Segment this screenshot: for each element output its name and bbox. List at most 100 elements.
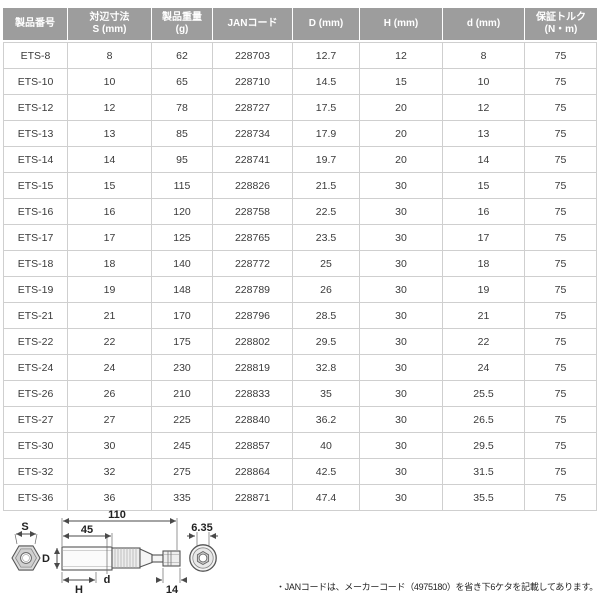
dim-label-110: 110 xyxy=(108,509,126,521)
table-cell: 30 xyxy=(360,407,443,433)
table-cell: 95 xyxy=(152,147,213,173)
table-cell: 21 xyxy=(68,303,152,329)
table-cell: 75 xyxy=(525,303,597,329)
table-cell: 75 xyxy=(525,199,597,225)
col-header-product-number: 製品番号 xyxy=(3,8,68,42)
table-cell: 15 xyxy=(443,173,525,199)
table-cell: 228802 xyxy=(213,329,293,355)
table-row: ETS-16 16 120 228758 22.5 30 16 75 xyxy=(3,199,597,225)
table-cell: ETS-12 xyxy=(3,95,68,121)
table-cell: 78 xyxy=(152,95,213,121)
table-cell: 75 xyxy=(525,173,597,199)
table-cell: 228734 xyxy=(213,121,293,147)
table-cell: 12 xyxy=(443,95,525,121)
table-cell: 30 xyxy=(360,485,443,511)
table-row: ETS-30 30 245 228857 40 30 29.5 75 xyxy=(3,433,597,459)
table-cell: 36 xyxy=(68,485,152,511)
table-row: ETS-18 18 140 228772 25 30 18 75 xyxy=(3,251,597,277)
table-cell: 230 xyxy=(152,355,213,381)
table-cell: 228864 xyxy=(213,459,293,485)
table-cell: 228833 xyxy=(213,381,293,407)
table-cell: ETS-22 xyxy=(3,329,68,355)
table-cell: ETS-17 xyxy=(3,225,68,251)
table-cell: 26 xyxy=(68,381,152,407)
dim-label-45: 45 xyxy=(81,524,93,536)
table-cell: 23.5 xyxy=(293,225,360,251)
table-row: ETS-27 27 225 228840 36.2 30 26.5 75 xyxy=(3,407,597,433)
table-row: ETS-24 24 230 228819 32.8 30 24 75 xyxy=(3,355,597,381)
table-cell: 75 xyxy=(525,485,597,511)
table-cell: ETS-18 xyxy=(3,251,68,277)
table-cell: ETS-14 xyxy=(3,147,68,173)
table-cell: 20 xyxy=(360,95,443,121)
table-cell: 30 xyxy=(360,199,443,225)
table-cell: ETS-27 xyxy=(3,407,68,433)
table-cell: 225 xyxy=(152,407,213,433)
table-cell: 75 xyxy=(525,121,597,147)
table-cell: 30 xyxy=(68,433,152,459)
col-header-jan-code: JANコード xyxy=(213,8,293,42)
table-cell: ETS-36 xyxy=(3,485,68,511)
table-cell: 228741 xyxy=(213,147,293,173)
shank-end-view xyxy=(189,544,217,572)
table-cell: 120 xyxy=(152,199,213,225)
table-cell: ETS-30 xyxy=(3,433,68,459)
table-row: ETS-21 21 170 228796 28.5 30 21 75 xyxy=(3,303,597,329)
dim-label-14: 14 xyxy=(166,584,179,596)
table-cell: 18 xyxy=(68,251,152,277)
table-row: ETS-10 10 65 228710 14.5 15 10 75 xyxy=(3,69,597,95)
table-cell: 12.7 xyxy=(293,42,360,69)
col-header-weight: 製品重量 (g) xyxy=(152,8,213,42)
table-cell: 75 xyxy=(525,225,597,251)
table-cell: 228710 xyxy=(213,69,293,95)
table-cell: 16 xyxy=(68,199,152,225)
table-cell: ETS-32 xyxy=(3,459,68,485)
table-cell: 75 xyxy=(525,95,597,121)
table-cell: 210 xyxy=(152,381,213,407)
table-cell: 62 xyxy=(152,42,213,69)
table-cell: 20 xyxy=(360,121,443,147)
table-cell: 125 xyxy=(152,225,213,251)
table-cell: 30 xyxy=(360,381,443,407)
socket-side-view xyxy=(61,546,181,571)
table-cell: 30 xyxy=(360,433,443,459)
table-cell: 75 xyxy=(525,329,597,355)
col-header-width-across-flats: 対辺寸法 S (mm) xyxy=(68,8,152,42)
col-header-d: d (mm) xyxy=(443,8,525,42)
table-cell: 75 xyxy=(525,147,597,173)
table-cell: 47.4 xyxy=(293,485,360,511)
table-cell: 30 xyxy=(360,303,443,329)
col-header-D: D (mm) xyxy=(293,8,360,42)
dimension-drawing: S D 110 45 d H xyxy=(11,509,218,596)
table-cell: 17.9 xyxy=(293,121,360,147)
table-cell: 30 xyxy=(360,355,443,381)
socket-front-view xyxy=(11,545,41,571)
table-cell: 17 xyxy=(68,225,152,251)
table-cell: 115 xyxy=(152,173,213,199)
table-cell: 28.5 xyxy=(293,303,360,329)
table-cell: 24 xyxy=(68,355,152,381)
table-cell: 30 xyxy=(360,329,443,355)
table-cell: 228727 xyxy=(213,95,293,121)
table-cell: 24 xyxy=(443,355,525,381)
table-cell: ETS-19 xyxy=(3,277,68,303)
table-cell: 30 xyxy=(360,459,443,485)
table-cell: 228772 xyxy=(213,251,293,277)
table-cell: ETS-13 xyxy=(3,121,68,147)
table-cell: 29.5 xyxy=(293,329,360,355)
table-cell: 14 xyxy=(68,147,152,173)
table-cell: 25.5 xyxy=(443,381,525,407)
table-row: ETS-32 32 275 228864 42.5 30 31.5 75 xyxy=(3,459,597,485)
table-row: ETS-22 22 175 228802 29.5 30 22 75 xyxy=(3,329,597,355)
table-row: ETS-12 12 78 228727 17.5 20 12 75 xyxy=(3,95,597,121)
table-cell: 22 xyxy=(68,329,152,355)
table-cell: 42.5 xyxy=(293,459,360,485)
table-cell: 65 xyxy=(152,69,213,95)
table-cell: 85 xyxy=(152,121,213,147)
table-cell: 22 xyxy=(443,329,525,355)
table-cell: 228796 xyxy=(213,303,293,329)
table-row: ETS-36 36 335 228871 47.4 30 35.5 75 xyxy=(3,485,597,511)
table-cell: 8 xyxy=(443,42,525,69)
table-cell: ETS-8 xyxy=(3,42,68,69)
table-cell: 12 xyxy=(68,95,152,121)
